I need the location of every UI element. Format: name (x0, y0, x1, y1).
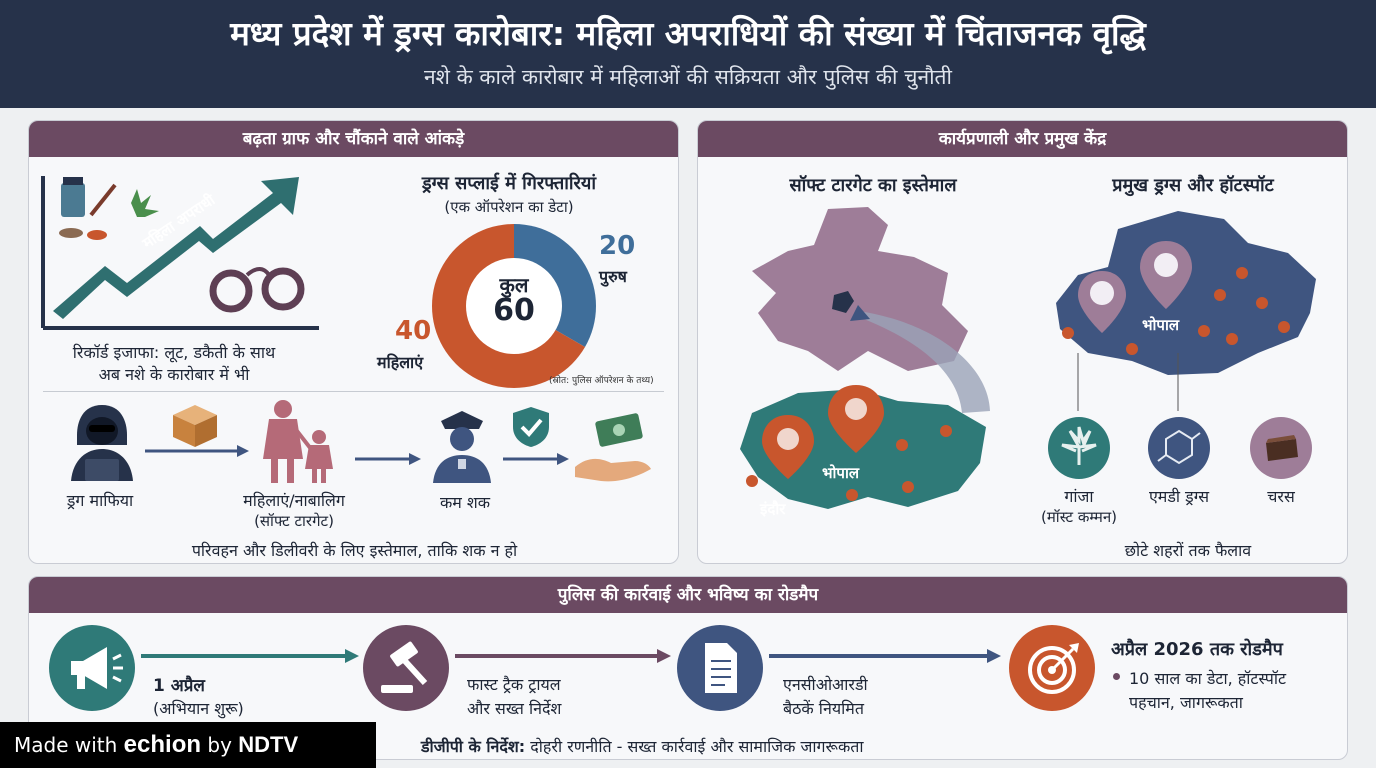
male-value: 20 (599, 231, 636, 261)
package-box-icon (173, 405, 217, 447)
roadmap-footer-text: दोहरी रणनीति - सख्त कार्रवाई और सामाजिक … (530, 737, 864, 756)
hotspot-title: प्रमुख ड्रग्स और हॉटस्पॉट (1112, 175, 1274, 196)
money-hand-icon (575, 413, 651, 482)
method-panel-title: कार्यप्रणाली और प्रमुख केंद्र (698, 121, 1347, 157)
roadmap-footer-label: डीजीपी के निर्देश: (421, 737, 526, 756)
charas-icon (1250, 417, 1312, 479)
women-children-icon (263, 400, 333, 483)
donut-source: (स्रोत: पुलिस ऑपरेशन के तथ्य) (549, 376, 654, 386)
page-title: मध्य प्रदेश में ड्रग्स कारोबार: महिला अप… (230, 14, 1146, 53)
shield-check-icon (513, 407, 549, 447)
graph-caption-line1: रिकॉर्ड इजाफा: लूट, डकैती के साथ (72, 343, 276, 362)
watermark-ndtv: NDTV (238, 732, 299, 757)
female-label: महिलाएं (377, 353, 424, 372)
flow-caption: परिवहन और डिलीवरी के लिए इस्तेमाल, ताकि … (191, 541, 518, 560)
watermark-by: by (207, 733, 232, 757)
hotspot-city-label: भोपाल (1142, 316, 1180, 334)
roadmap-title: पुलिस की कार्रवाई और भविष्य का रोडमैप (29, 577, 1347, 613)
donut-center-value: 60 (493, 293, 535, 328)
male-label: पुरुष (599, 267, 627, 286)
graph-panel: बढ़ता ग्राफ और चौंकाने वाले आंकड़े महिला… (28, 120, 679, 564)
header-banner: मध्य प्रदेश में ड्रग्स कारोबार: महिला अप… (0, 0, 1376, 108)
flow-less-suspicion: कम शक (439, 493, 491, 512)
document-icon (677, 625, 763, 711)
md-drugs-icon (1148, 417, 1210, 479)
pin-indore (762, 415, 814, 479)
watermark-echion: echion (123, 731, 202, 758)
page-subtitle: नशे के काले कारोबार में महिलाओं की सक्रि… (424, 65, 952, 89)
flow-arrow-3 (503, 453, 569, 465)
flow-arrow-1 (145, 445, 249, 457)
donut-center-label: कुल (499, 273, 529, 297)
hotspot-pin-2 (1140, 241, 1192, 309)
step1-line2: (अभियान शुरू) (153, 699, 244, 718)
drug2-label: एमडी ड्रग्स (1148, 487, 1210, 506)
donut-title: ड्रग्स सप्लाई में गिरफ्तारियां (421, 173, 597, 194)
gavel-icon (363, 625, 449, 711)
step1-line1: 1 अप्रैल (153, 676, 205, 696)
arrests-donut-chart (432, 224, 596, 388)
target-icon (1009, 625, 1095, 711)
drug1-sublabel: (मॉस्ट कम्मन) (1040, 508, 1118, 526)
flow-arrow-2 (355, 453, 421, 465)
step4-line1: 10 साल का डेटा, हॉटस्पॉट (1129, 669, 1287, 688)
step4-title: अप्रैल 2026 तक रोडमैप (1111, 639, 1283, 660)
mafia-hacker-icon (71, 405, 133, 481)
drug3-label: चरस (1267, 487, 1295, 506)
roadmap-arrow-1 (141, 649, 359, 663)
female-value: 40 (395, 316, 432, 346)
flow-mafia-label: ड्रग माफिया (66, 491, 134, 510)
step4-bullet (1113, 673, 1120, 680)
step3-line2: बैठकें नियमित (783, 699, 864, 718)
step2-line2: और सख्त निर्देश (467, 699, 562, 718)
flow-women-line1: महिलाएं/नाबालिग (243, 491, 345, 510)
hotspot-pin-1 (1078, 271, 1126, 333)
hotspot-map (1056, 211, 1316, 411)
city-label-indore: इंदौर (760, 500, 786, 518)
watermark-made-with: Made with (14, 733, 118, 757)
pin-bhopal (828, 385, 884, 453)
roadmap-arrow-3 (769, 649, 1001, 663)
step2-line1: फास्ट ट्रैक ट्रायल (467, 675, 561, 694)
rising-graph-icon: महिला अपराधी (41, 176, 319, 330)
step4-line2: पहचान, जागरूकता (1129, 693, 1243, 712)
soft-target-title: सॉफ्ट टारगेट का इस्तेमाल (789, 175, 957, 196)
graph-panel-title: बढ़ता ग्राफ और चौंकाने वाले आंकड़े (29, 121, 678, 157)
graph-caption-line2: अब नशे के कारोबार में भी (98, 365, 250, 384)
method-panel: कार्यप्रणाली और प्रमुख केंद्र सॉफ्ट टारग… (697, 120, 1348, 564)
donut-subtitle: (एक ऑपरेशन का डेटा) (444, 198, 574, 216)
graph-panel-divider (43, 391, 664, 392)
flow-women-line2: (सॉफ्ट टारगेट) (254, 512, 334, 530)
roadmap-footer: डीजीपी के निर्देश: दोहरी रणनीति - सख्त क… (421, 735, 864, 757)
megaphone-icon (49, 625, 135, 711)
soft-target-map (740, 207, 990, 509)
ganja-icon (1048, 417, 1110, 479)
step3-line1: एनसीओआरडी (783, 675, 868, 694)
police-officer-icon (433, 411, 491, 483)
drug1-label: गांजा (1064, 487, 1094, 506)
city-label-bhopal: भोपाल (822, 464, 860, 482)
watermark-bar: Made with echion by NDTV (0, 722, 376, 768)
roadmap-arrow-2 (455, 649, 671, 663)
method-caption: छोटे शहरों तक फैलाव (1124, 541, 1252, 560)
